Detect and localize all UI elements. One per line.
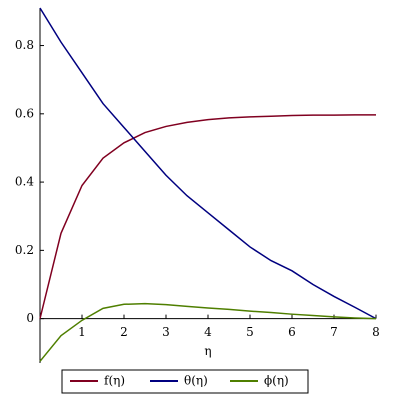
x-axis-label: η [204,344,211,358]
series-line [39,114,376,319]
y-tick-label: 0 [26,311,34,325]
legend-label: f(η) [104,374,125,388]
x-tick-label: 3 [162,325,170,339]
y-tick-label: 0.2 [15,243,34,257]
series-line [39,302,377,362]
x-tick-label: 5 [246,325,254,339]
y-tick-label: 0.4 [15,175,34,189]
y-tick-label: 0.6 [15,106,34,120]
x-tick-label: 8 [372,325,380,339]
x-tick-label: 6 [288,325,296,339]
y-tick-label: 0.8 [15,38,34,52]
legend-label: ϕ(η) [264,374,289,388]
x-tick-label: 1 [78,325,86,339]
legend-box [61,369,309,394]
legend-label: θ(η) [184,374,208,388]
series-line [39,7,377,320]
x-tick-label: 2 [120,325,128,339]
x-tick-label: 4 [204,325,212,339]
x-tick-label: 7 [330,325,338,339]
